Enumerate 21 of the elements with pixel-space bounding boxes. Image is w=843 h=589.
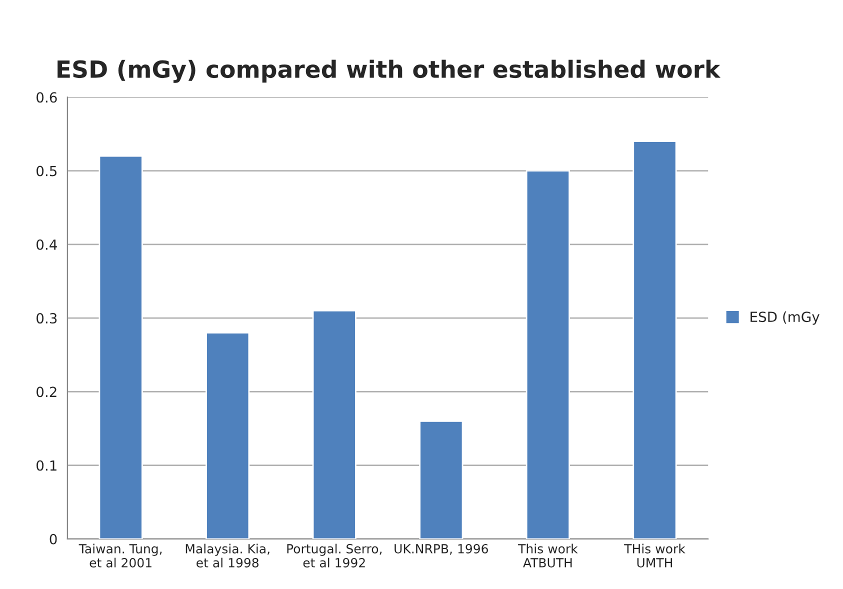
bar [526, 170, 570, 539]
y-tick-label: 0 [50, 534, 57, 544]
y-tick-label: 0.2 [36, 386, 56, 398]
bar [98, 155, 143, 539]
bar [419, 420, 464, 539]
y-tick-label: 0.4 [36, 239, 57, 250]
x-tick-label: Malaysia. Kia, et al 1998 [186, 544, 270, 568]
x-tick-label: UK.NRPB, 1996 [394, 544, 488, 555]
y-tick-label: 0.3 [36, 313, 57, 324]
legend-label: ESD (mGy [750, 311, 820, 325]
x-tick-label: THis work UMTH [624, 544, 686, 568]
y-tick-label: 0.1 [36, 460, 56, 471]
bar [312, 310, 356, 539]
x-tick-label: This work ATBUTH [518, 544, 578, 568]
x-tick-label: Taiwan. Tung, et al 2001 [78, 544, 162, 568]
chart-title: ESD (mGy) compared with other established work [58, 60, 721, 83]
bar [632, 140, 677, 539]
bar [206, 332, 250, 539]
x-tick-label: Portugal. Serro, et al 1992 [287, 544, 382, 568]
y-tick-label: 0.6 [36, 92, 57, 103]
y-tick-label: 0.5 [36, 166, 57, 176]
